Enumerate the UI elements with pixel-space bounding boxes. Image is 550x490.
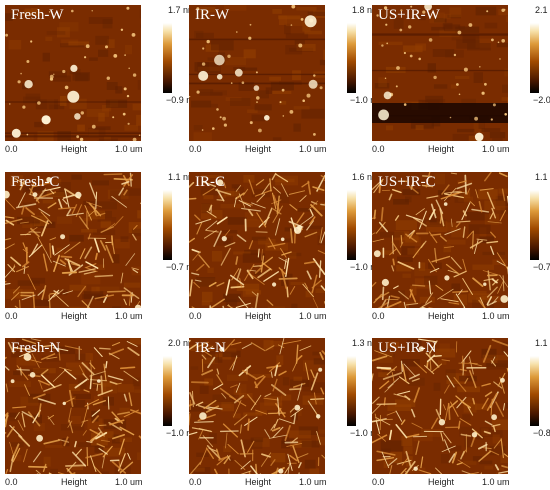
color-scale-bar — [347, 356, 356, 426]
afm-image — [189, 338, 325, 474]
scale-max-label: 1.7 nm — [168, 5, 196, 15]
afm-height-map — [189, 338, 325, 474]
axis-channel-label: Height — [245, 311, 272, 321]
afm-image — [5, 172, 141, 308]
axis-start-label: 0.0 — [372, 477, 385, 487]
scale-min-label: −1.0 nm — [350, 95, 383, 105]
scale-min-label: −2.0 nm — [533, 95, 550, 105]
axis-start-label: 0.0 — [5, 311, 18, 321]
scale-min-label: −1.0 nm — [350, 262, 383, 272]
axis-end-label: 1.0 um — [299, 144, 327, 154]
axis-start-label: 0.0 — [189, 144, 202, 154]
axis-start-label: 0.0 — [372, 311, 385, 321]
axis-channel-label: Height — [245, 477, 272, 487]
scale-min-label: −0.9 nm — [166, 95, 199, 105]
afm-image — [5, 338, 141, 474]
color-scale-bar — [530, 190, 539, 260]
color-scale-bar — [530, 356, 539, 426]
axis-channel-label: Height — [61, 144, 88, 154]
axis-channel-label: Height — [428, 311, 455, 321]
axis-end-label: 1.0 um — [299, 311, 327, 321]
axis-end-label: 1.0 um — [482, 477, 510, 487]
afm-image — [5, 5, 141, 141]
axis-end-label: 1.0 um — [482, 144, 510, 154]
scale-max-label: 1.1 nm — [535, 172, 550, 182]
scale-max-label: 2.1 nm — [535, 5, 550, 15]
axis-start-label: 0.0 — [5, 477, 18, 487]
color-scale-bar — [163, 23, 172, 93]
scale-max-label: 1.6 nm — [352, 172, 380, 182]
afm-image — [372, 5, 508, 141]
afm-height-map — [5, 5, 141, 141]
color-scale-bar — [347, 23, 356, 93]
afm-height-map — [5, 338, 141, 474]
axis-start-label: 0.0 — [189, 477, 202, 487]
panel-label: US+IR-W — [378, 7, 440, 23]
afm-height-map — [372, 338, 508, 474]
color-scale-bar — [347, 190, 356, 260]
axis-channel-label: Height — [61, 477, 88, 487]
scale-max-label: 1.8 nm — [352, 5, 380, 15]
scale-min-label: −0.8 nm — [533, 428, 550, 438]
axis-start-label: 0.0 — [189, 311, 202, 321]
scale-min-label: −0.7 nm — [166, 262, 199, 272]
axis-channel-label: Height — [245, 144, 272, 154]
panel-label: IR-N — [195, 340, 226, 356]
panel-label: US+IR-N — [378, 340, 437, 356]
scale-min-label: −1.0 nm — [350, 428, 383, 438]
axis-channel-label: Height — [428, 144, 455, 154]
panel-label: Fresh-C — [11, 174, 60, 190]
afm-height-map — [372, 5, 508, 141]
axis-channel-label: Height — [428, 477, 455, 487]
axis-end-label: 1.0 um — [115, 477, 143, 487]
axis-start-label: 0.0 — [372, 144, 385, 154]
axis-end-label: 1.0 um — [482, 311, 510, 321]
color-scale-bar — [163, 356, 172, 426]
afm-image — [372, 338, 508, 474]
axis-end-label: 1.0 um — [115, 311, 143, 321]
scale-max-label: 1.1 nm — [168, 172, 196, 182]
scale-min-label: −0.7 nm — [533, 262, 550, 272]
axis-start-label: 0.0 — [5, 144, 18, 154]
axis-end-label: 1.0 um — [115, 144, 143, 154]
panel-label: Fresh-N — [11, 340, 61, 356]
panel-label: US+IR-C — [378, 174, 436, 190]
panel-label: Fresh-W — [11, 7, 64, 23]
afm-image — [372, 172, 508, 308]
afm-height-map — [189, 172, 325, 308]
color-scale-bar — [163, 190, 172, 260]
scale-max-label: 1.1 nm — [535, 338, 550, 348]
afm-height-map — [5, 172, 141, 308]
panel-label: IR-C — [195, 174, 225, 190]
afm-image — [189, 5, 325, 141]
color-scale-bar — [530, 23, 539, 93]
afm-image — [189, 172, 325, 308]
scale-max-label: 2.0 nm — [168, 338, 196, 348]
afm-height-map — [372, 172, 508, 308]
axis-end-label: 1.0 um — [299, 477, 327, 487]
panel-label: IR-W — [195, 7, 230, 23]
scale-min-label: −1.0 nm — [166, 428, 199, 438]
axis-channel-label: Height — [61, 311, 88, 321]
afm-height-map — [189, 5, 325, 141]
scale-max-label: 1.3 nm — [352, 338, 380, 348]
